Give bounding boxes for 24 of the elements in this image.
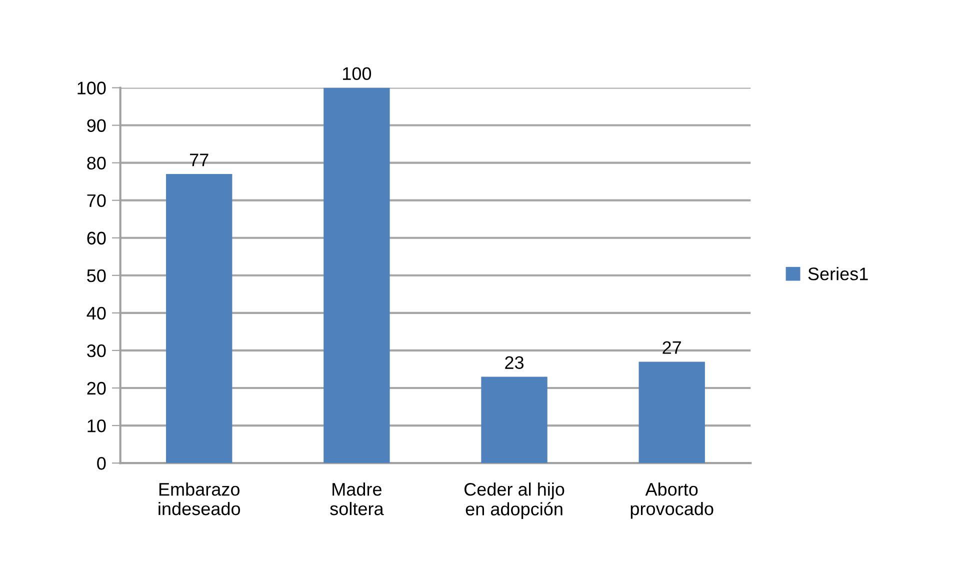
y-tick-label: 10 [88, 419, 106, 432]
bar [638, 362, 705, 464]
y-tick-label: 70 [87, 194, 106, 208]
bar [481, 376, 548, 464]
y-tick-label: 30 [87, 344, 106, 358]
y-tick-label: 60 [87, 232, 106, 245]
data-label: 27 [662, 341, 681, 354]
data-label: 100 [343, 67, 372, 80]
y-tick-label: 80 [87, 156, 106, 170]
bar [324, 88, 390, 464]
x-tick-label: Ceder al hijo en adopción [464, 482, 564, 520]
bar [166, 174, 232, 464]
y-tick-label: 40 [86, 306, 106, 320]
y-tick-label: 50 [87, 269, 106, 282]
legend-label: Series1 [808, 267, 868, 280]
y-tick-label: 100 [78, 82, 106, 94]
data-label: 23 [505, 356, 524, 369]
y-tick-label: 90 [87, 119, 106, 132]
x-tick-label: Embarazo indeseado [158, 482, 240, 516]
y-tick-label: 20 [87, 382, 106, 395]
x-tick-label: Madre soltera [330, 482, 384, 516]
x-tick-label: Aborto provocado [630, 482, 714, 519]
y-tick-label: 0 [97, 456, 106, 470]
data-label: 77 [190, 154, 208, 166]
